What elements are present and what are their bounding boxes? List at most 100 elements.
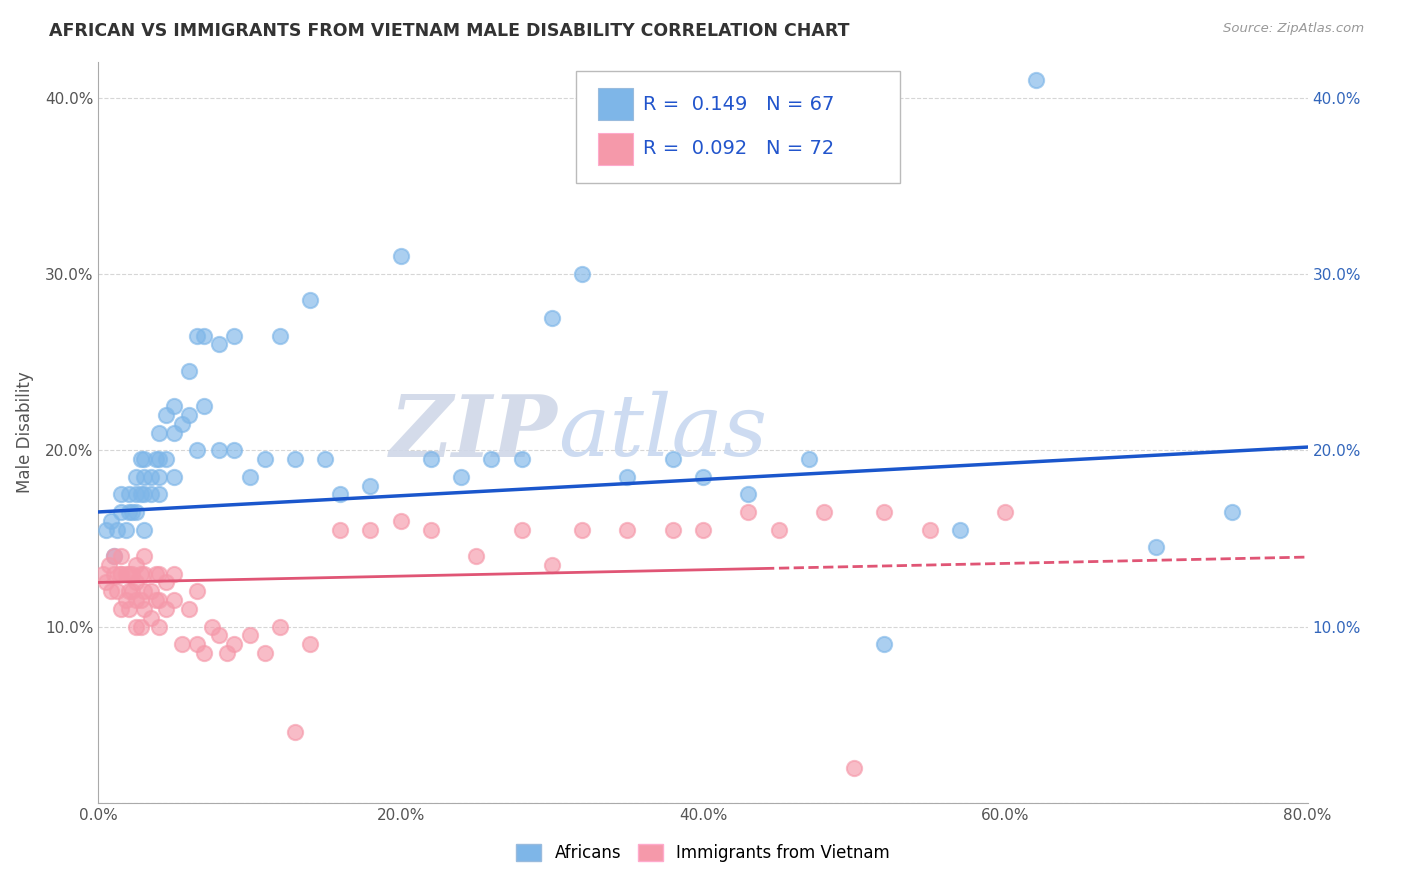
Point	[193, 328, 215, 343]
Point	[145, 593, 167, 607]
Point	[94, 523, 117, 537]
Point	[94, 575, 117, 590]
Point	[193, 646, 215, 660]
Point	[873, 637, 896, 651]
Point	[360, 523, 382, 537]
Point	[1024, 73, 1046, 87]
Point	[186, 637, 208, 651]
Point	[797, 452, 820, 467]
Point	[193, 399, 215, 413]
Point	[389, 249, 412, 263]
Y-axis label: Male Disability: Male Disability	[15, 372, 34, 493]
Point	[994, 505, 1017, 519]
Point	[155, 452, 177, 467]
Point	[118, 487, 141, 501]
Point	[129, 487, 152, 501]
Point	[186, 443, 208, 458]
Point	[141, 610, 163, 624]
Point	[118, 566, 141, 581]
Point	[110, 602, 132, 616]
Point	[170, 637, 193, 651]
Point	[314, 452, 336, 467]
Point	[114, 566, 136, 581]
Point	[118, 602, 141, 616]
Point	[148, 487, 170, 501]
Point	[299, 293, 322, 308]
Point	[269, 619, 291, 633]
Point	[253, 646, 276, 660]
Point	[844, 760, 866, 774]
Point	[179, 408, 201, 422]
Point	[540, 558, 562, 572]
Point	[616, 469, 638, 483]
Point	[121, 566, 143, 581]
Point	[239, 628, 262, 642]
Point	[132, 566, 155, 581]
Point	[118, 584, 141, 599]
Point	[148, 469, 170, 483]
Point	[148, 619, 170, 633]
Point	[215, 646, 238, 660]
Point	[129, 452, 152, 467]
Point	[132, 452, 155, 467]
Point	[125, 487, 148, 501]
Point	[224, 328, 246, 343]
Point	[110, 549, 132, 563]
Point	[571, 523, 593, 537]
Text: R =  0.092   N = 72: R = 0.092 N = 72	[643, 139, 834, 159]
Point	[132, 549, 155, 563]
Point	[284, 452, 307, 467]
Point	[103, 566, 125, 581]
Point	[125, 505, 148, 519]
Point	[155, 602, 177, 616]
Point	[91, 566, 114, 581]
Point	[284, 725, 307, 739]
Point	[141, 469, 163, 483]
Point	[100, 514, 122, 528]
Point	[141, 487, 163, 501]
Point	[224, 637, 246, 651]
Point	[118, 505, 141, 519]
Point	[616, 523, 638, 537]
Point	[269, 328, 291, 343]
Point	[179, 364, 201, 378]
Point	[949, 523, 972, 537]
Text: R =  0.149   N = 67: R = 0.149 N = 67	[643, 95, 834, 114]
Point	[125, 469, 148, 483]
Point	[148, 425, 170, 440]
Text: ZIP: ZIP	[389, 391, 558, 475]
Point	[571, 267, 593, 281]
Point	[105, 523, 128, 537]
Point	[239, 469, 262, 483]
Point	[420, 523, 443, 537]
Point	[132, 602, 155, 616]
Point	[224, 443, 246, 458]
Point	[100, 584, 122, 599]
Point	[208, 443, 231, 458]
Point	[163, 425, 186, 440]
Point	[125, 593, 148, 607]
Point	[420, 452, 443, 467]
Point	[813, 505, 835, 519]
Point	[108, 566, 131, 581]
Point	[329, 487, 352, 501]
Point	[1220, 505, 1243, 519]
Point	[208, 337, 231, 351]
Point	[125, 575, 148, 590]
Text: atlas: atlas	[558, 392, 768, 474]
Point	[661, 452, 683, 467]
Point	[465, 549, 488, 563]
Point	[132, 487, 155, 501]
Point	[329, 523, 352, 537]
Point	[148, 566, 170, 581]
Point	[145, 566, 167, 581]
Point	[768, 523, 790, 537]
Point	[129, 566, 152, 581]
Point	[737, 487, 759, 501]
Point	[201, 619, 224, 633]
Point	[179, 602, 201, 616]
Point	[103, 549, 125, 563]
Point	[163, 566, 186, 581]
Point	[114, 523, 136, 537]
Point	[540, 311, 562, 326]
